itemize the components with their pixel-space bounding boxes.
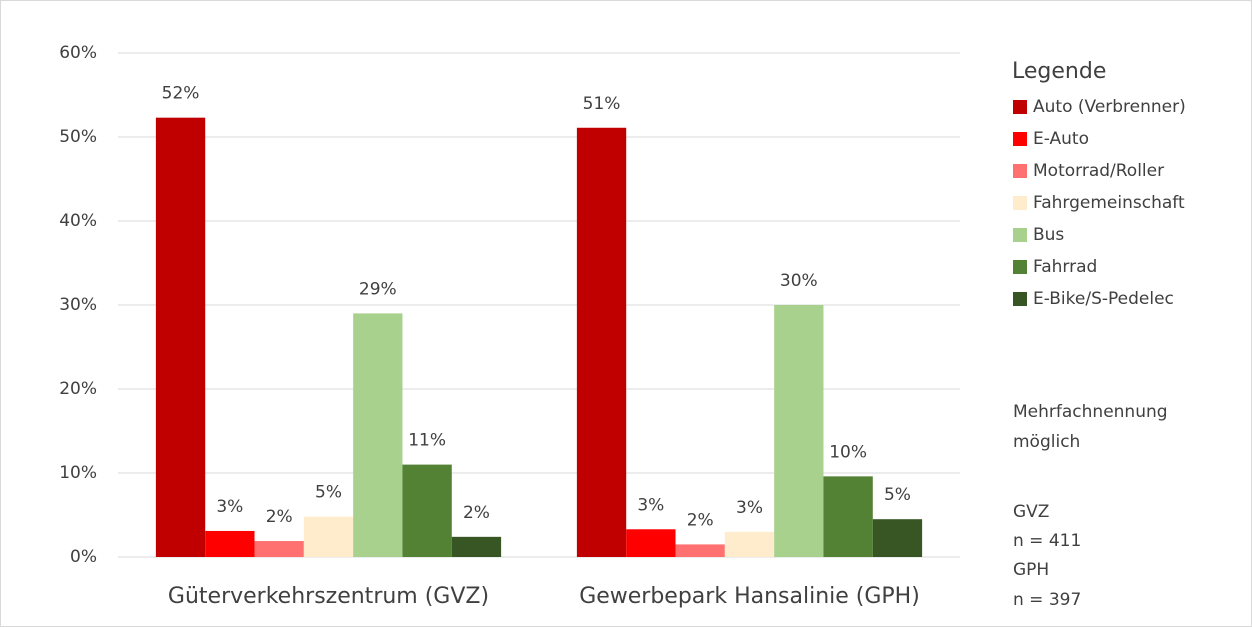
legend-label: Bus — [1033, 225, 1064, 245]
y-tick-label: 0% — [70, 547, 97, 567]
bar — [353, 313, 403, 557]
y-tick-label: 50% — [59, 127, 97, 147]
legend-title: Legende — [1012, 59, 1106, 84]
bar — [823, 476, 873, 557]
data-label: 3% — [736, 498, 763, 518]
legend-label: Fahrrad — [1033, 257, 1097, 277]
legend-swatch — [1013, 132, 1027, 146]
note: GVZ — [1013, 502, 1049, 522]
bar — [626, 529, 676, 557]
y-tick-label: 20% — [59, 379, 97, 399]
legend-swatch — [1013, 260, 1027, 274]
data-label: 5% — [315, 483, 342, 503]
data-label: 5% — [884, 485, 911, 505]
legend-swatch — [1013, 164, 1027, 178]
legend-label: Auto (Verbrenner) — [1033, 97, 1186, 117]
data-label: 2% — [463, 503, 490, 523]
data-label: 11% — [408, 431, 446, 451]
bar — [451, 536, 502, 557]
data-label: 2% — [687, 510, 714, 530]
legend-swatch — [1013, 292, 1027, 306]
note: n = 411 — [1013, 531, 1081, 551]
data-label: 52% — [162, 84, 200, 104]
legend-swatch — [1013, 196, 1027, 210]
data-label: 30% — [780, 271, 818, 291]
data-label: 29% — [359, 279, 397, 299]
y-tick-label: 60% — [59, 43, 97, 63]
legend-swatch — [1013, 100, 1027, 114]
y-tick-label: 40% — [59, 211, 97, 231]
data-label: 10% — [829, 442, 867, 462]
bar — [774, 305, 824, 557]
data-label: 3% — [216, 497, 243, 517]
bar — [155, 117, 206, 558]
bar — [724, 531, 775, 557]
bar — [675, 544, 725, 557]
y-tick-label: 30% — [59, 295, 97, 315]
data-label: 2% — [266, 507, 293, 527]
x-tick-label: Gewerbepark Hansalinie (GPH) — [579, 584, 920, 609]
legend-label: E-Auto — [1033, 129, 1089, 149]
bar — [205, 530, 255, 557]
bar — [254, 541, 304, 557]
note: Mehrfachnennung — [1013, 402, 1168, 422]
bar — [872, 519, 923, 557]
note: GPH — [1013, 560, 1049, 580]
bar — [402, 464, 452, 557]
data-label: 3% — [637, 495, 664, 515]
legend-label: Motorrad/Roller — [1033, 161, 1164, 181]
legend-swatch — [1013, 228, 1027, 242]
note: n = 397 — [1013, 590, 1081, 610]
legend-label: Fahrgemeinschaft — [1033, 193, 1185, 213]
legend-label: E-Bike/S-Pedelec — [1033, 289, 1174, 309]
bar — [576, 127, 627, 557]
data-label: 51% — [583, 94, 621, 114]
note: möglich — [1013, 432, 1080, 452]
y-tick-label: 10% — [59, 463, 97, 483]
x-tick-label: Güterverkehrszentrum (GVZ) — [168, 584, 489, 609]
bar — [303, 516, 354, 557]
